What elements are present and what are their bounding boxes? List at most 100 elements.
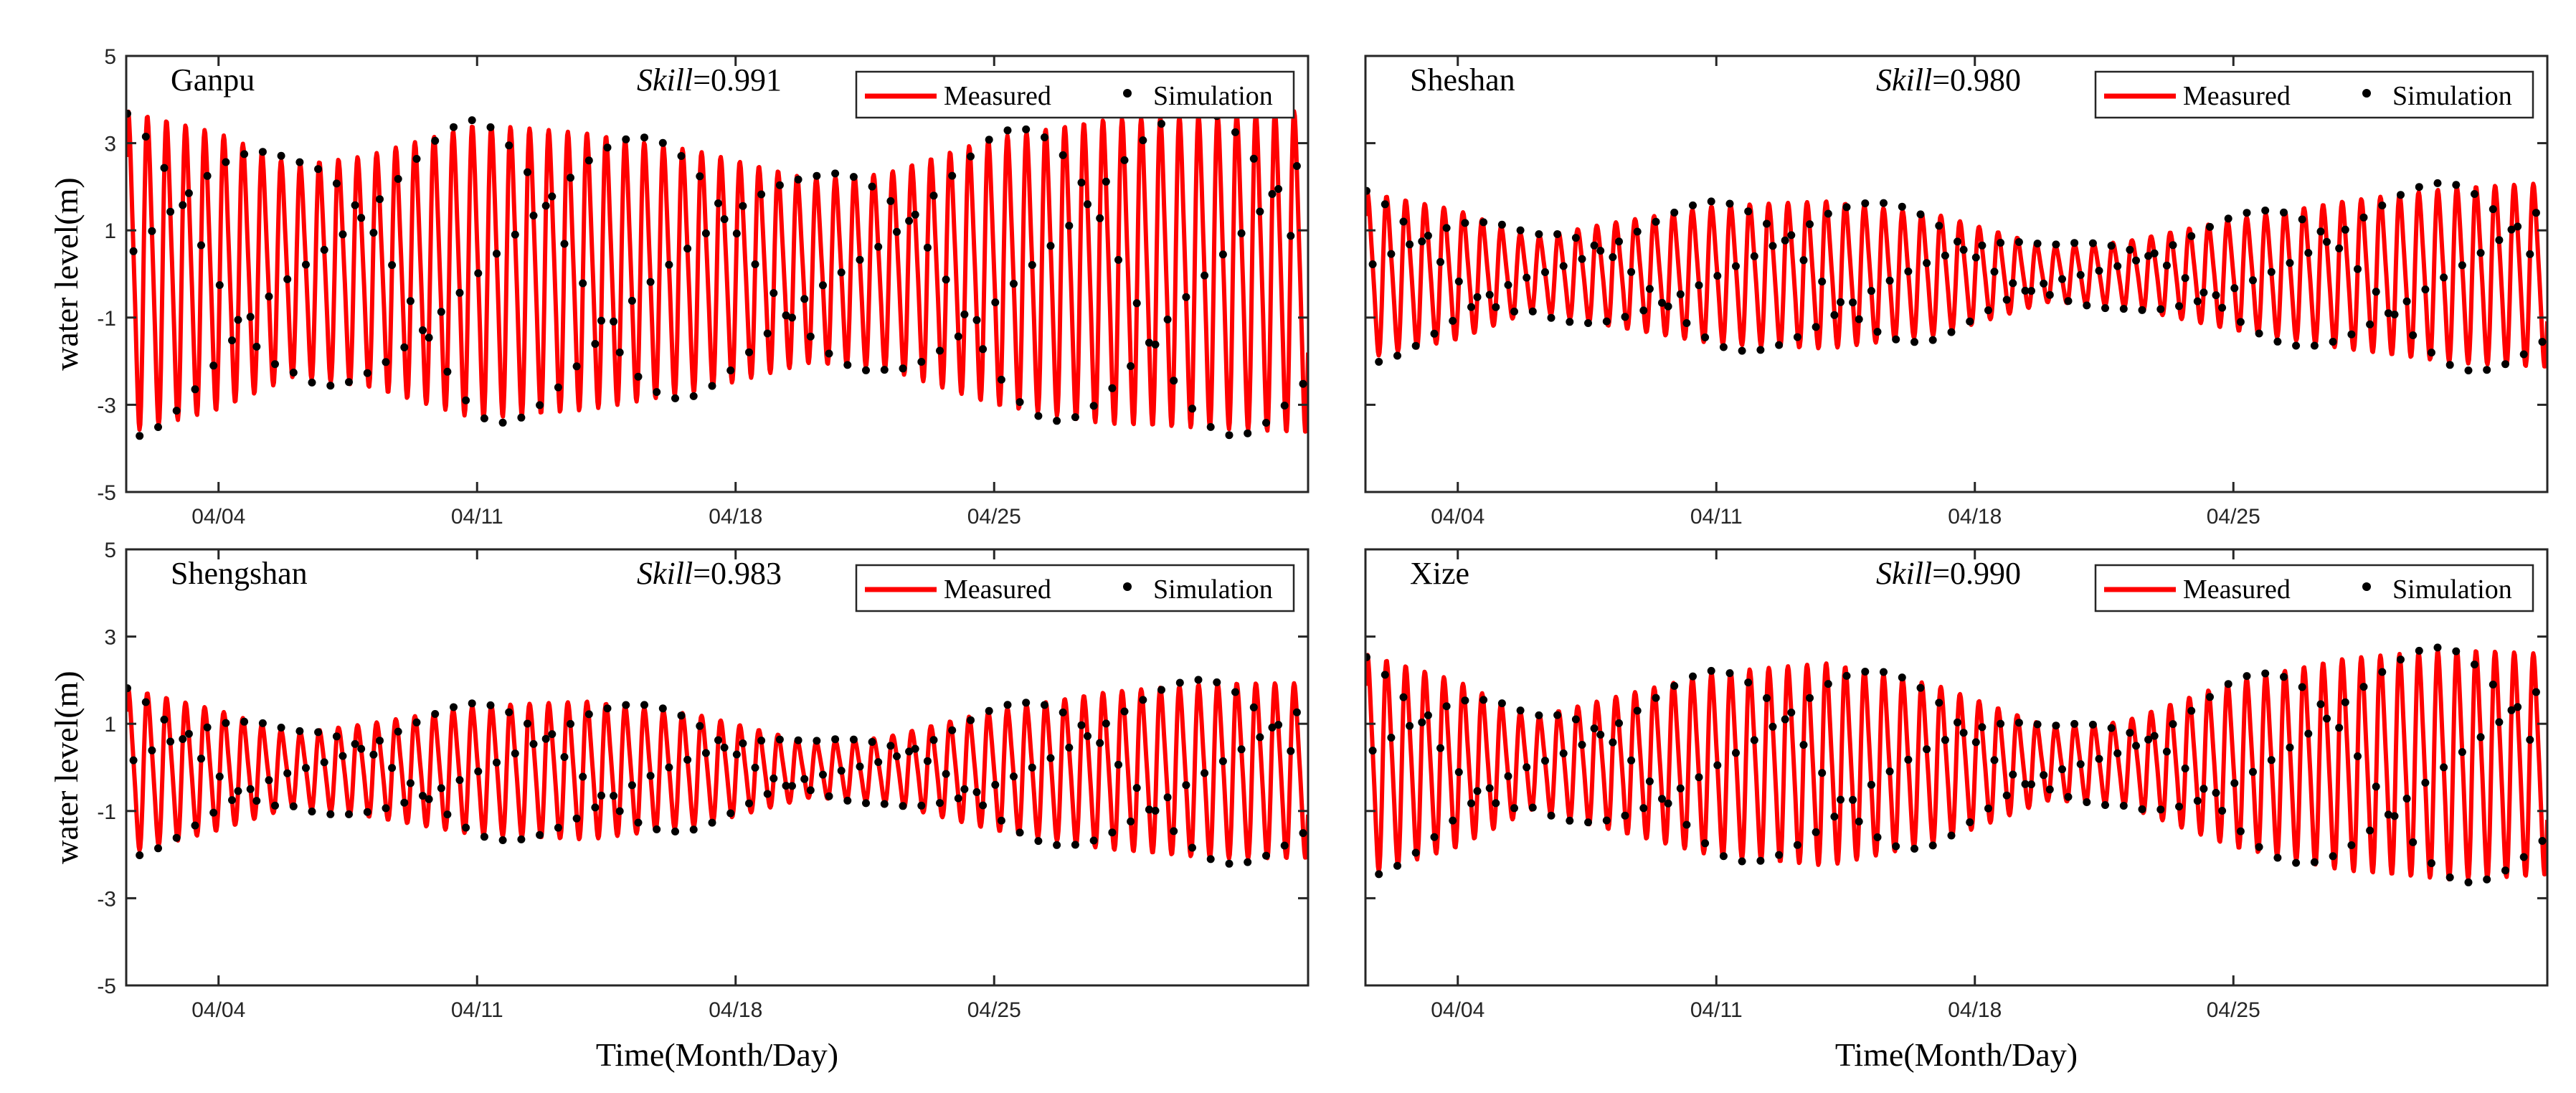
simulation-point (1473, 787, 1482, 795)
simulation-point (1713, 761, 1722, 770)
simulation-point (1256, 733, 1264, 742)
simulation-point (2501, 360, 2509, 369)
simulation-point (1096, 214, 1104, 222)
simulation-point (1916, 683, 1925, 692)
simulation-point (1658, 298, 1666, 307)
simulation-point (2329, 852, 2337, 861)
simulation-point (265, 292, 273, 301)
simulation-point (2002, 295, 2011, 304)
simulation-point (2206, 222, 2214, 231)
simulation-point (2445, 873, 2454, 881)
simulation-point (1262, 851, 1270, 860)
simulation-point (376, 737, 384, 745)
simulation-point (1089, 402, 1098, 410)
simulation-point (425, 333, 433, 342)
simulation-point (314, 728, 323, 737)
simulation-point (1738, 857, 1746, 866)
simulation-point (572, 814, 581, 823)
simulation-point (942, 275, 950, 284)
simulation-point (2372, 288, 2380, 296)
simulation-point (203, 171, 212, 180)
legend-measured-label: Measured (944, 81, 1051, 111)
simulation-point (1541, 757, 1549, 765)
simulation-point (1365, 186, 1370, 195)
simulation-point (597, 791, 605, 800)
simulation-point (126, 684, 131, 693)
simulation-point (486, 701, 495, 709)
simulation-point (1596, 730, 1605, 739)
simulation-point (1231, 688, 1239, 696)
simulation-point (2162, 747, 2171, 756)
simulation-point (2415, 183, 2423, 191)
measured-line (126, 109, 1308, 434)
simulation-point (2033, 720, 2042, 729)
simulation-point (610, 317, 618, 326)
simulation-point (2009, 279, 2017, 288)
simulation-point (302, 764, 310, 772)
x-tick-label: 04/11 (1690, 998, 1743, 1022)
simulation-point (948, 726, 957, 734)
panel-xize: 04/04 04/11 04/18 04/25 Xize Skill=0.990 Measu… (1364, 548, 2549, 1073)
simulation-point (683, 755, 692, 764)
simulation-point (696, 721, 704, 730)
skill-value: =0.990 (1932, 556, 2021, 591)
simulation-point (991, 780, 1000, 789)
simulation-point (240, 717, 249, 726)
simulation-point (412, 155, 421, 163)
simulation-point (536, 401, 544, 410)
simulation-point (929, 736, 938, 744)
simulation-point (431, 710, 440, 718)
simulation-point (1249, 154, 1258, 163)
simulation-point (1609, 738, 1617, 747)
simulation-point (2286, 259, 2294, 268)
simulation-point (1824, 209, 1832, 218)
simulation-point (782, 311, 790, 320)
simulation-point (283, 275, 292, 283)
simulation-point (548, 730, 557, 739)
simulation-point (2027, 780, 2035, 789)
simulation-point (917, 801, 926, 810)
simulation-point (1053, 417, 1061, 425)
simulation-point (775, 181, 784, 189)
simulation-point (603, 704, 612, 713)
simulation-point (2483, 875, 2491, 884)
simulation-point (2415, 646, 2423, 655)
simulation-point (1652, 694, 1660, 702)
legend-box (855, 564, 1295, 612)
simulation-point (1916, 210, 1925, 219)
simulation-point (419, 792, 427, 800)
simulation-point (751, 260, 759, 268)
simulation-point (2169, 720, 2177, 729)
simulation-point (880, 366, 889, 374)
simulation-point (1855, 315, 1863, 323)
skill-name: Skill (1876, 62, 1932, 98)
y-tick-label: 3 (104, 626, 116, 650)
simulation-point (2070, 239, 2079, 247)
simulation-point (252, 342, 261, 351)
simulation-point (1182, 293, 1190, 301)
simulation-point (2329, 338, 2337, 346)
simulation-point (351, 201, 359, 209)
simulation-point (622, 135, 630, 143)
simulation-point (2119, 802, 2128, 810)
simulation-point (2471, 661, 2478, 668)
simulation-point (2076, 760, 2085, 768)
simulation-point (1170, 827, 1178, 836)
simulation-point (1923, 745, 1931, 754)
simulation-point (2076, 270, 2085, 279)
simulation-point (1145, 339, 1153, 347)
simulation-point (2267, 268, 2276, 276)
simulation-point (511, 749, 519, 758)
simulation-point (567, 174, 574, 182)
simulation-point (936, 799, 944, 808)
simulation-point (2304, 249, 2313, 257)
simulation-point (1528, 803, 1537, 812)
simulation-point (1256, 207, 1264, 216)
simulation-point (234, 316, 242, 324)
simulation-point (1928, 336, 1937, 344)
simulation-point (1725, 199, 1734, 208)
simulation-point (2243, 209, 2251, 217)
simulation-point (757, 737, 766, 745)
simulation-point (1806, 694, 1814, 702)
